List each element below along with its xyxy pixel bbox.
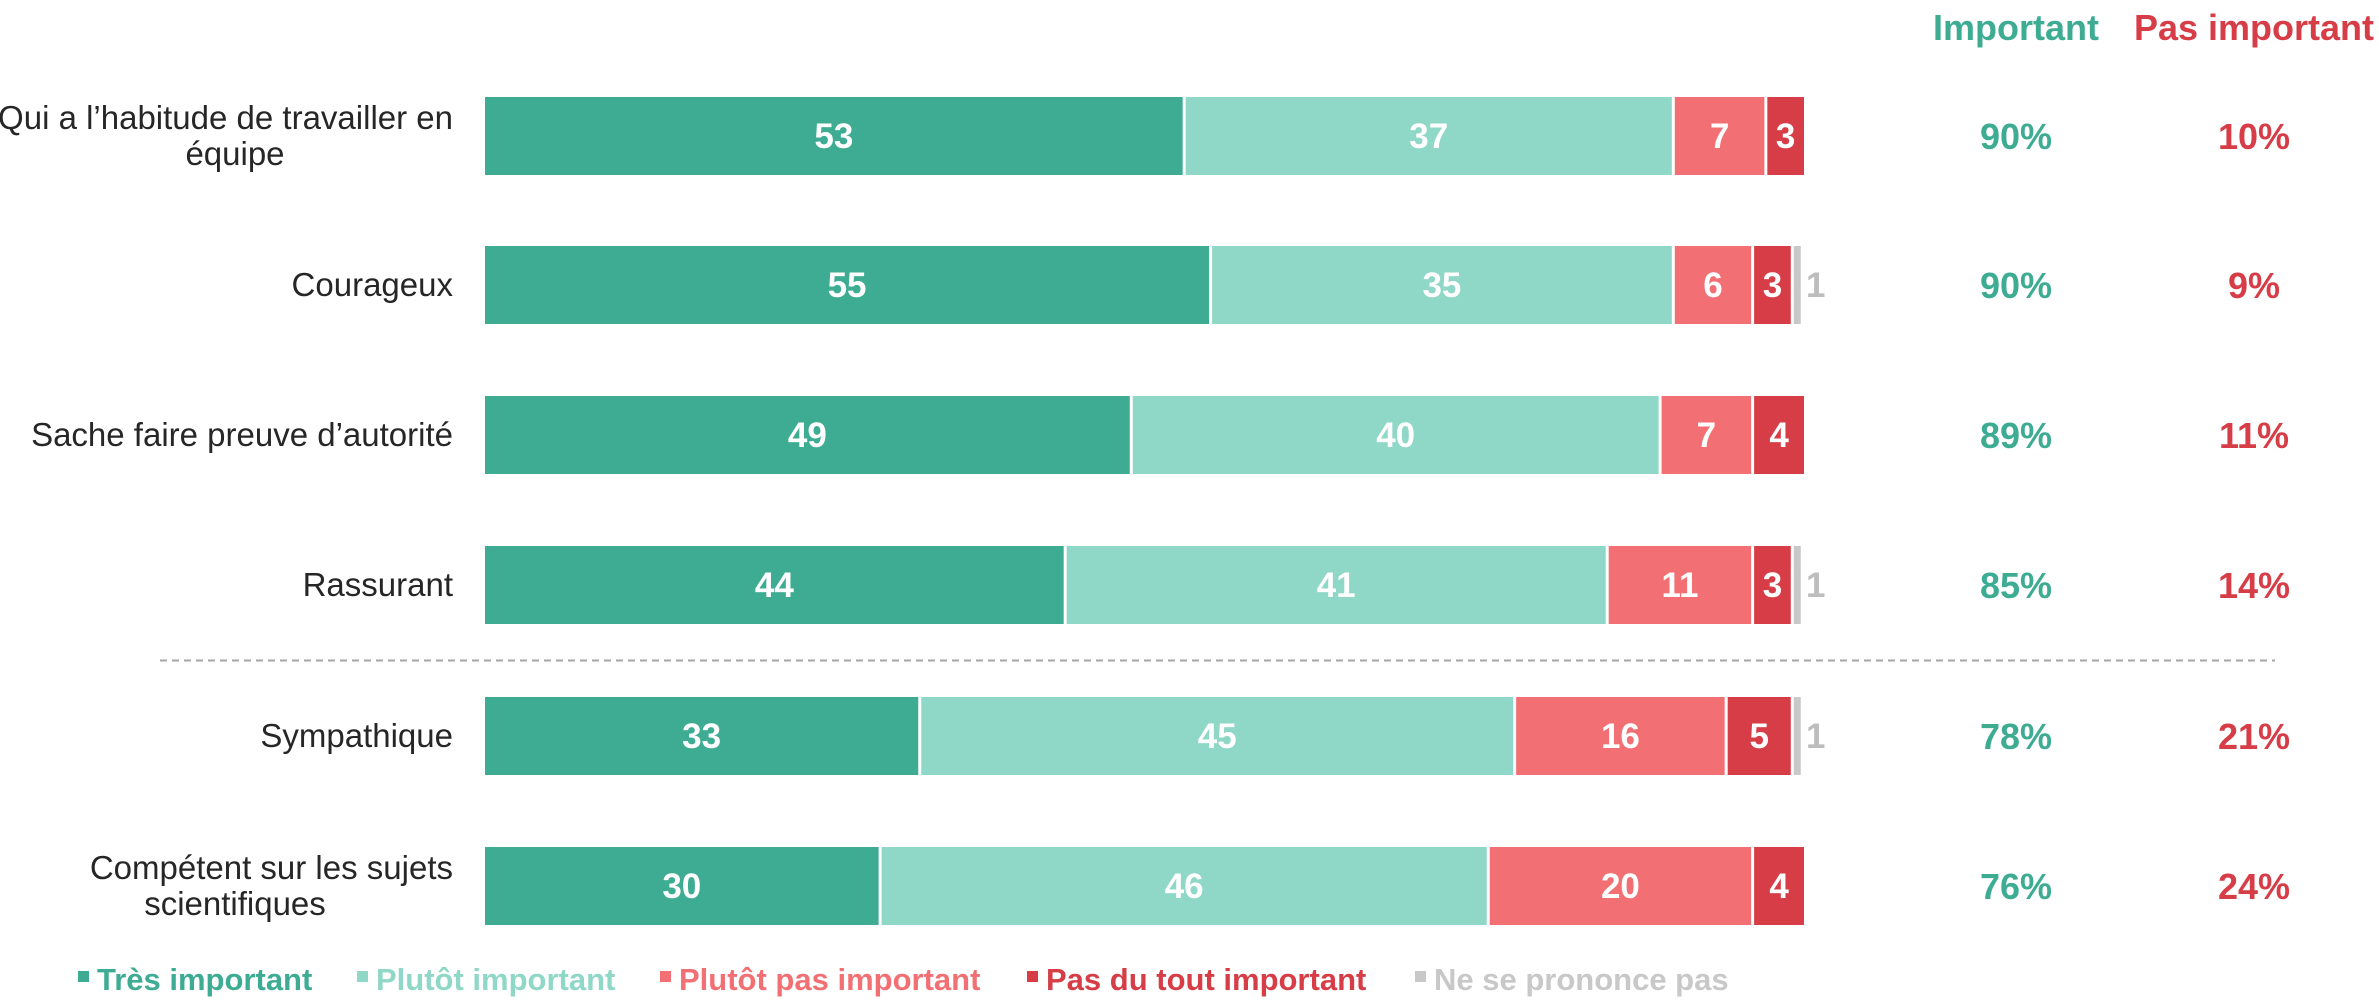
bar-segment (1793, 697, 1801, 775)
data-label: 53 (814, 117, 853, 156)
bar-segment (1727, 697, 1791, 775)
header-important: Important (1933, 7, 2099, 48)
legend-label: Plutôt pas important (679, 962, 980, 997)
bar-segment (1754, 847, 1804, 925)
total-important: 89% (1980, 415, 2052, 456)
bar-segment (1754, 546, 1791, 624)
legend-swatch (660, 971, 671, 982)
data-label: 20 (1601, 867, 1640, 906)
total-important: 90% (1980, 116, 2052, 157)
category-label: Courageux (292, 266, 454, 303)
category-label: Qui a l’habitude de travailler en (0, 99, 453, 136)
total-important: 90% (1980, 265, 2052, 306)
bar-segment (485, 246, 1210, 324)
data-label: 6 (1703, 266, 1722, 305)
category-label: scientifiques (144, 885, 326, 922)
data-label: 37 (1409, 117, 1448, 156)
data-label: 40 (1376, 416, 1415, 455)
data-label: 30 (662, 867, 701, 906)
total-important: 76% (1980, 866, 2052, 907)
bar-segment (1185, 97, 1672, 175)
legend-label: Très important (97, 962, 312, 997)
bar-segment (1212, 246, 1672, 324)
bar-segment (1793, 546, 1801, 624)
bar-segment (1489, 847, 1752, 925)
total-pas-important: 9% (2228, 265, 2280, 306)
legend-label: Plutôt important (376, 962, 615, 997)
total-important: 85% (1980, 565, 2052, 606)
data-label: 44 (755, 566, 794, 605)
bar-segment (1674, 97, 1765, 175)
total-pas-important: 24% (2218, 866, 2290, 907)
bar-segment (1754, 246, 1791, 324)
legend-swatch (1027, 971, 1038, 982)
bar-segment (1516, 697, 1725, 775)
data-label: 49 (788, 416, 827, 455)
data-label: 3 (1776, 117, 1795, 156)
data-label: 5 (1749, 717, 1768, 756)
bar-segment (881, 847, 1487, 925)
bar-segment (1132, 396, 1659, 474)
bar-segment (1066, 546, 1606, 624)
data-label: 3 (1763, 566, 1782, 605)
legend-label: Ne se prononce pas (1434, 962, 1729, 997)
bar-segment (1608, 546, 1752, 624)
total-pas-important: 10% (2218, 116, 2290, 157)
data-label: 35 (1422, 266, 1461, 305)
category-label: Rassurant (303, 566, 453, 603)
legend-swatch (1415, 971, 1426, 982)
category-label: équipe (185, 135, 284, 172)
data-label: 46 (1165, 867, 1204, 906)
total-important: 78% (1980, 716, 2052, 757)
bar-segment (1767, 97, 1804, 175)
legend-swatch (357, 971, 368, 982)
data-label: 41 (1317, 566, 1356, 605)
bar-segment (1674, 246, 1752, 324)
data-label: 7 (1710, 117, 1729, 156)
data-label: 4 (1769, 867, 1789, 906)
legend-swatch (78, 971, 89, 982)
data-label: 1 (1806, 266, 1825, 305)
data-label: 1 (1806, 717, 1825, 756)
bar-segment (485, 697, 919, 775)
bar-segment (1793, 246, 1801, 324)
header-pas-important: Pas important (2134, 7, 2374, 48)
bar-segment (485, 97, 1183, 175)
data-label: 45 (1198, 717, 1237, 756)
total-pas-important: 14% (2218, 565, 2290, 606)
data-label: 11 (1661, 566, 1698, 605)
bar-segment (1754, 396, 1804, 474)
data-label: 3 (1763, 266, 1782, 305)
category-label: Sache faire preuve d’autorité (31, 416, 453, 453)
category-label: Compétent sur les sujets (90, 849, 453, 886)
category-label: Sympathique (260, 717, 453, 754)
bar-segment (485, 396, 1130, 474)
data-label: 4 (1769, 416, 1789, 455)
total-pas-important: 11% (2219, 415, 2289, 456)
data-label: 16 (1601, 717, 1640, 756)
legend-label: Pas du tout important (1046, 962, 1366, 997)
data-label: 33 (682, 717, 721, 756)
data-label: 1 (1806, 566, 1825, 605)
bar-segment (485, 847, 879, 925)
bar-segment (485, 546, 1064, 624)
data-label: 55 (828, 266, 867, 305)
bar-segment (1661, 396, 1752, 474)
total-pas-important: 21% (2218, 716, 2290, 757)
data-label: 7 (1697, 416, 1716, 455)
bar-segment (921, 697, 1514, 775)
